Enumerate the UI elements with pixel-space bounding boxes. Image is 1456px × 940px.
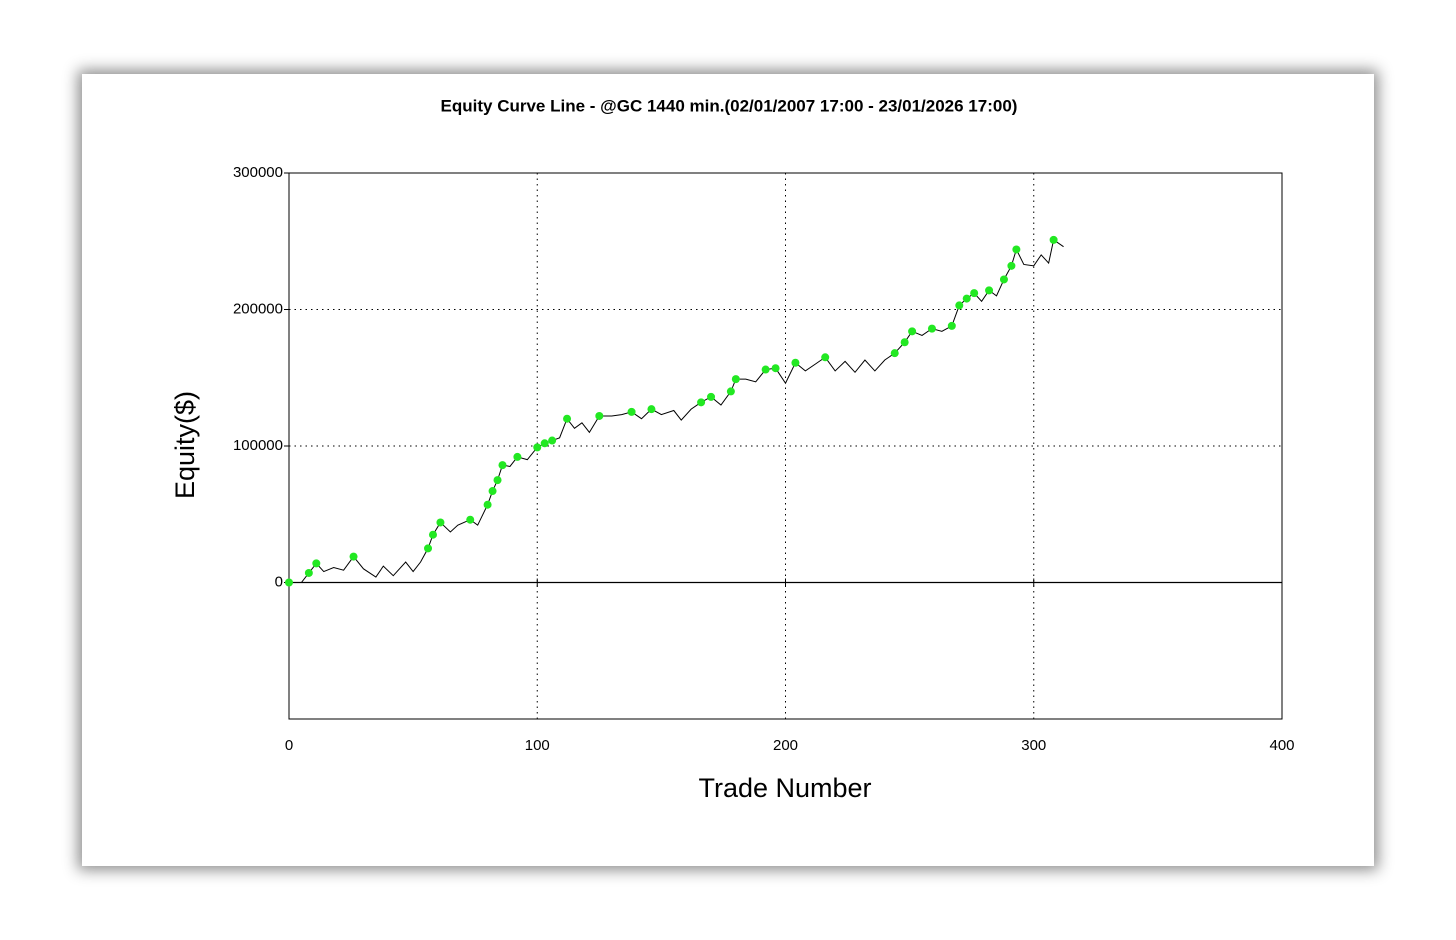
new-high-marker	[498, 461, 507, 470]
new-high-marker	[697, 398, 706, 407]
new-high-marker	[821, 353, 830, 362]
x-tick-label: 200	[773, 737, 798, 754]
new-high-marker	[540, 439, 549, 448]
new-high-marker	[312, 559, 321, 568]
x-tick-label: 300	[1021, 737, 1046, 754]
new-high-marker	[428, 530, 437, 539]
y-axis-label: Equity($)	[170, 391, 200, 499]
chart-panel	[82, 74, 1374, 866]
new-high-marker	[731, 375, 740, 384]
new-high-marker	[791, 358, 800, 367]
new-high-marker	[900, 338, 909, 347]
new-high-marker	[771, 364, 780, 373]
x-tick-label: 400	[1269, 737, 1294, 754]
x-tick-label: 0	[285, 737, 293, 754]
new-high-marker	[627, 407, 636, 416]
new-high-marker	[424, 544, 433, 553]
new-high-marker	[533, 443, 542, 452]
new-high-marker	[927, 324, 936, 333]
y-tick-label: 200000	[233, 300, 283, 317]
equity-line	[289, 239, 1064, 583]
new-high-marker	[466, 515, 475, 524]
new-high-marker	[548, 436, 557, 445]
new-high-marker	[1012, 245, 1021, 254]
new-high-marker	[493, 476, 502, 485]
new-high-marker	[726, 387, 735, 396]
new-high-marker	[304, 568, 313, 577]
new-high-marker	[563, 414, 572, 423]
new-high-marker	[955, 301, 964, 310]
chart-title: Equity Curve Line - @GC 1440 min.(02/01/…	[441, 96, 1018, 115]
new-high-marker	[1049, 235, 1058, 244]
new-high-marker	[947, 321, 956, 330]
new-high-marker	[985, 286, 994, 295]
new-high-marker	[707, 392, 716, 401]
new-high-marker	[908, 327, 917, 336]
new-high-marker	[647, 405, 656, 414]
new-high-marker	[483, 500, 492, 509]
x-tick-label: 100	[525, 737, 550, 754]
new-high-marker	[761, 365, 770, 374]
new-high-marker	[349, 552, 358, 561]
y-tick-label: 300000	[233, 164, 283, 181]
x-axis-label: Trade Number	[698, 773, 871, 803]
new-high-marker	[513, 452, 522, 461]
new-high-marker	[285, 578, 293, 587]
new-high-marker	[962, 294, 971, 303]
y-tick-label: 0	[275, 573, 283, 590]
new-high-marker	[890, 349, 899, 358]
new-high-marker	[970, 289, 979, 298]
new-high-marker	[1007, 261, 1016, 270]
new-high-marker	[999, 275, 1008, 284]
new-high-marker	[595, 411, 604, 420]
new-high-marker	[488, 487, 497, 496]
y-tick-label: 100000	[233, 437, 283, 454]
new-high-marker	[436, 518, 445, 527]
